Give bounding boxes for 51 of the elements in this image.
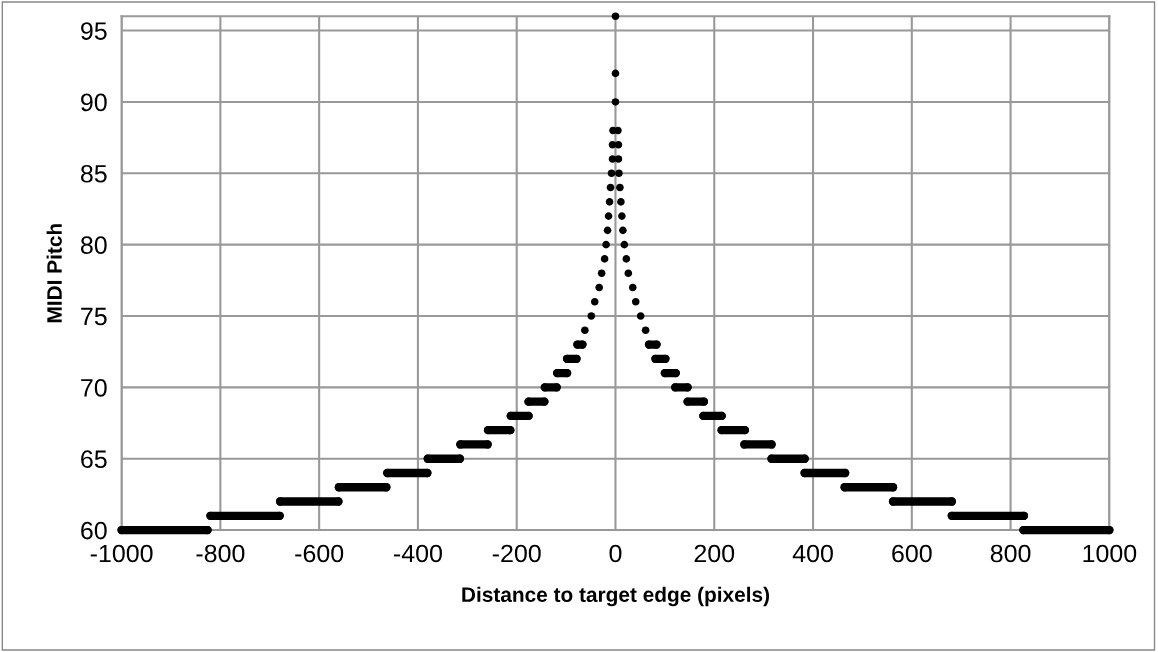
- point: [602, 240, 610, 249]
- point: [619, 226, 627, 235]
- point: [607, 169, 616, 178]
- point: [611, 69, 620, 78]
- x-axis-title: Distance to target edge (pixels): [462, 586, 770, 607]
- y-axis-title: MIDI Pitch: [46, 224, 62, 323]
- y-tick-label: 65: [81, 450, 107, 469]
- point: [636, 312, 645, 320]
- x-tick-label: 600: [892, 544, 932, 563]
- point: [624, 269, 633, 277]
- x-tick-label: -200: [492, 544, 541, 563]
- point: [600, 255, 609, 263]
- point: [614, 155, 623, 163]
- point: [581, 326, 589, 335]
- point: [631, 297, 640, 306]
- x-tick-label: 200: [694, 544, 735, 563]
- point: [605, 198, 614, 206]
- point: [614, 126, 622, 135]
- y-tick-label: 90: [81, 93, 107, 112]
- point: [590, 297, 599, 306]
- point: [614, 140, 623, 149]
- point: [628, 283, 637, 292]
- x-tick-label: 800: [990, 544, 1031, 563]
- y-tick-label: 60: [81, 521, 107, 540]
- point: [616, 183, 624, 192]
- point: [611, 98, 620, 106]
- x-tick-label: 1000: [1083, 544, 1137, 563]
- point: [615, 169, 623, 178]
- point: [604, 212, 613, 220]
- y-tick-label: 95: [81, 22, 107, 40]
- x-tick-label: -1000: [90, 544, 153, 563]
- y-tick-label: 70: [81, 378, 107, 397]
- point: [620, 240, 629, 249]
- y-tick-label: 80: [80, 236, 107, 254]
- point: [618, 212, 626, 220]
- x-tick-label: -800: [196, 544, 245, 563]
- point: [595, 283, 603, 292]
- point: [587, 312, 596, 320]
- x-tick-label: 0: [609, 544, 622, 563]
- x-tick-label: -600: [295, 544, 344, 563]
- point: [622, 255, 631, 263]
- y-tick-label: 85: [80, 164, 107, 183]
- point: [597, 269, 606, 277]
- y-tick-label: 75: [81, 307, 107, 326]
- point: [606, 183, 615, 192]
- x-tick-label: -400: [394, 544, 442, 563]
- point: [641, 326, 650, 335]
- point: [603, 226, 612, 235]
- x-tick-label: 400: [792, 544, 833, 563]
- point: [611, 12, 620, 21]
- point: [617, 198, 625, 206]
